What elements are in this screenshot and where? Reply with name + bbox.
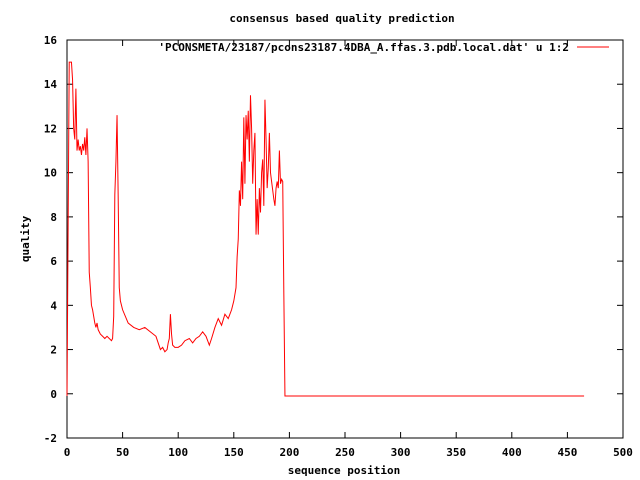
x-tick-label: 250: [335, 446, 355, 459]
y-tick-label: 0: [50, 388, 57, 401]
quality-series-line: [66, 61, 585, 397]
y-tick-label: 14: [44, 78, 58, 91]
x-tick-label: 500: [613, 446, 633, 459]
chart-title: consensus based quality prediction: [229, 12, 454, 25]
plot-frame: [66, 39, 624, 439]
y-tick-label: 4: [50, 299, 57, 312]
x-axis-ticks: 0 50 100 150 200 250 300 350 400 450 500: [64, 40, 633, 459]
y-axis-label: quality: [19, 215, 32, 262]
y-tick-label: 12: [44, 122, 57, 135]
x-tick-label: 150: [224, 446, 244, 459]
x-tick-label: 350: [446, 446, 466, 459]
x-tick-label: 200: [279, 446, 299, 459]
y-tick-label: 10: [44, 167, 57, 180]
legend-label: 'PCONSMETA/23187/pcons23187.4DBA_A.ffas.…: [158, 41, 569, 54]
y-tick-label: 8: [50, 211, 57, 224]
x-axis-label: sequence position: [288, 464, 401, 477]
x-tick-label: 450: [557, 446, 577, 459]
x-tick-label: 0: [64, 446, 71, 459]
y-tick-label: 2: [50, 344, 57, 357]
x-tick-label: 50: [116, 446, 129, 459]
y-tick-label: 6: [50, 255, 57, 268]
x-tick-label: 300: [391, 446, 411, 459]
x-tick-label: 100: [168, 446, 188, 459]
x-tick-label: 400: [502, 446, 522, 459]
y-axis-ticks: -2 0 2 4 6 8 10 12 14 16: [44, 34, 623, 445]
y-tick-label: 16: [44, 34, 58, 47]
y-tick-label: -2: [44, 432, 57, 445]
